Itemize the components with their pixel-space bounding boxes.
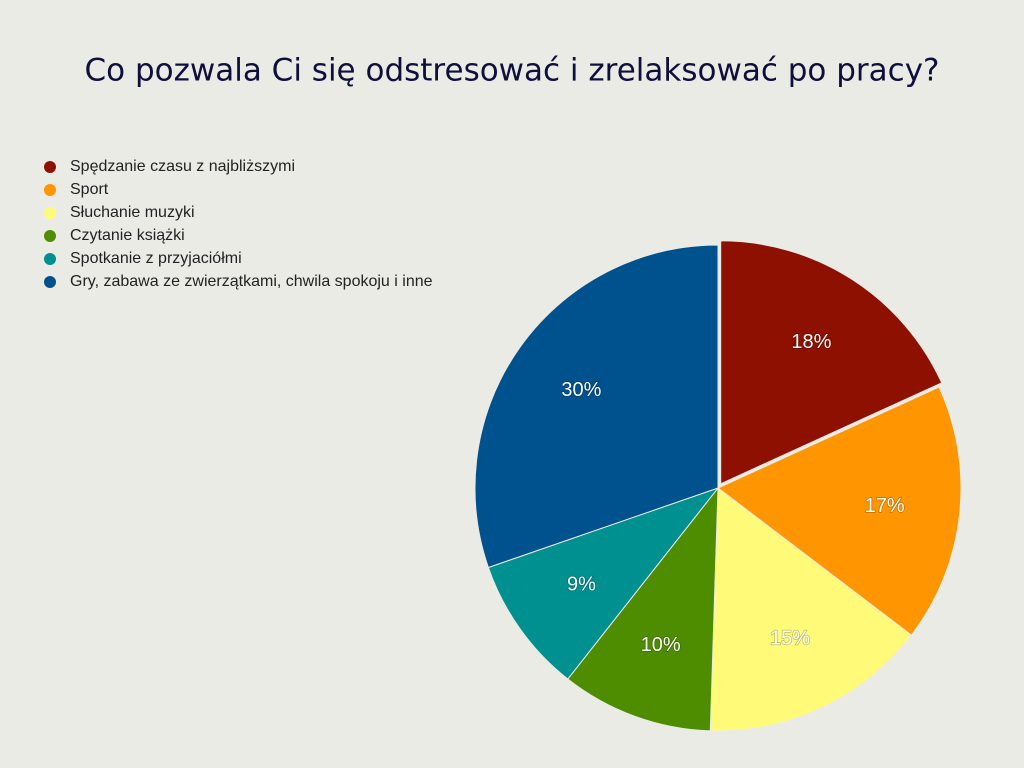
pie-slice: [487, 486, 720, 680]
legend-text: Słuchanie muzyki: [70, 204, 195, 221]
legend-swatch: [44, 253, 56, 265]
legend-swatch: [44, 207, 56, 219]
legend-swatch: [44, 184, 56, 196]
pie-slice: [567, 486, 719, 732]
pie-slice: [717, 386, 962, 636]
pie-slice: [709, 487, 913, 732]
legend-swatch: [44, 276, 56, 288]
legend-swatch: [44, 161, 56, 173]
legend-text: Spotkanie z przyjaciółmi: [70, 250, 242, 267]
slice-label: 15%: [770, 628, 810, 650]
pie-slice: [474, 244, 719, 569]
pie-slice: [720, 240, 943, 485]
slice-label: 30%: [561, 379, 601, 401]
legend-text: Sport: [70, 181, 109, 198]
chart-title: Co pozwala Ci się odstresować i zrelakso…: [84, 53, 939, 89]
legend-text: Spędzanie czasu z najbliższymi: [70, 158, 295, 175]
slice-label: 17%: [865, 495, 905, 517]
slice-label: 9%: [567, 574, 596, 596]
legend-text: Gry, zabawa ze zwierzątkami, chwila spok…: [70, 273, 433, 290]
slice-label: 10%: [641, 634, 681, 656]
legend-text: Czytanie książki: [70, 227, 185, 244]
legend-swatch: [44, 230, 56, 242]
slice-label: 18%: [791, 331, 831, 353]
